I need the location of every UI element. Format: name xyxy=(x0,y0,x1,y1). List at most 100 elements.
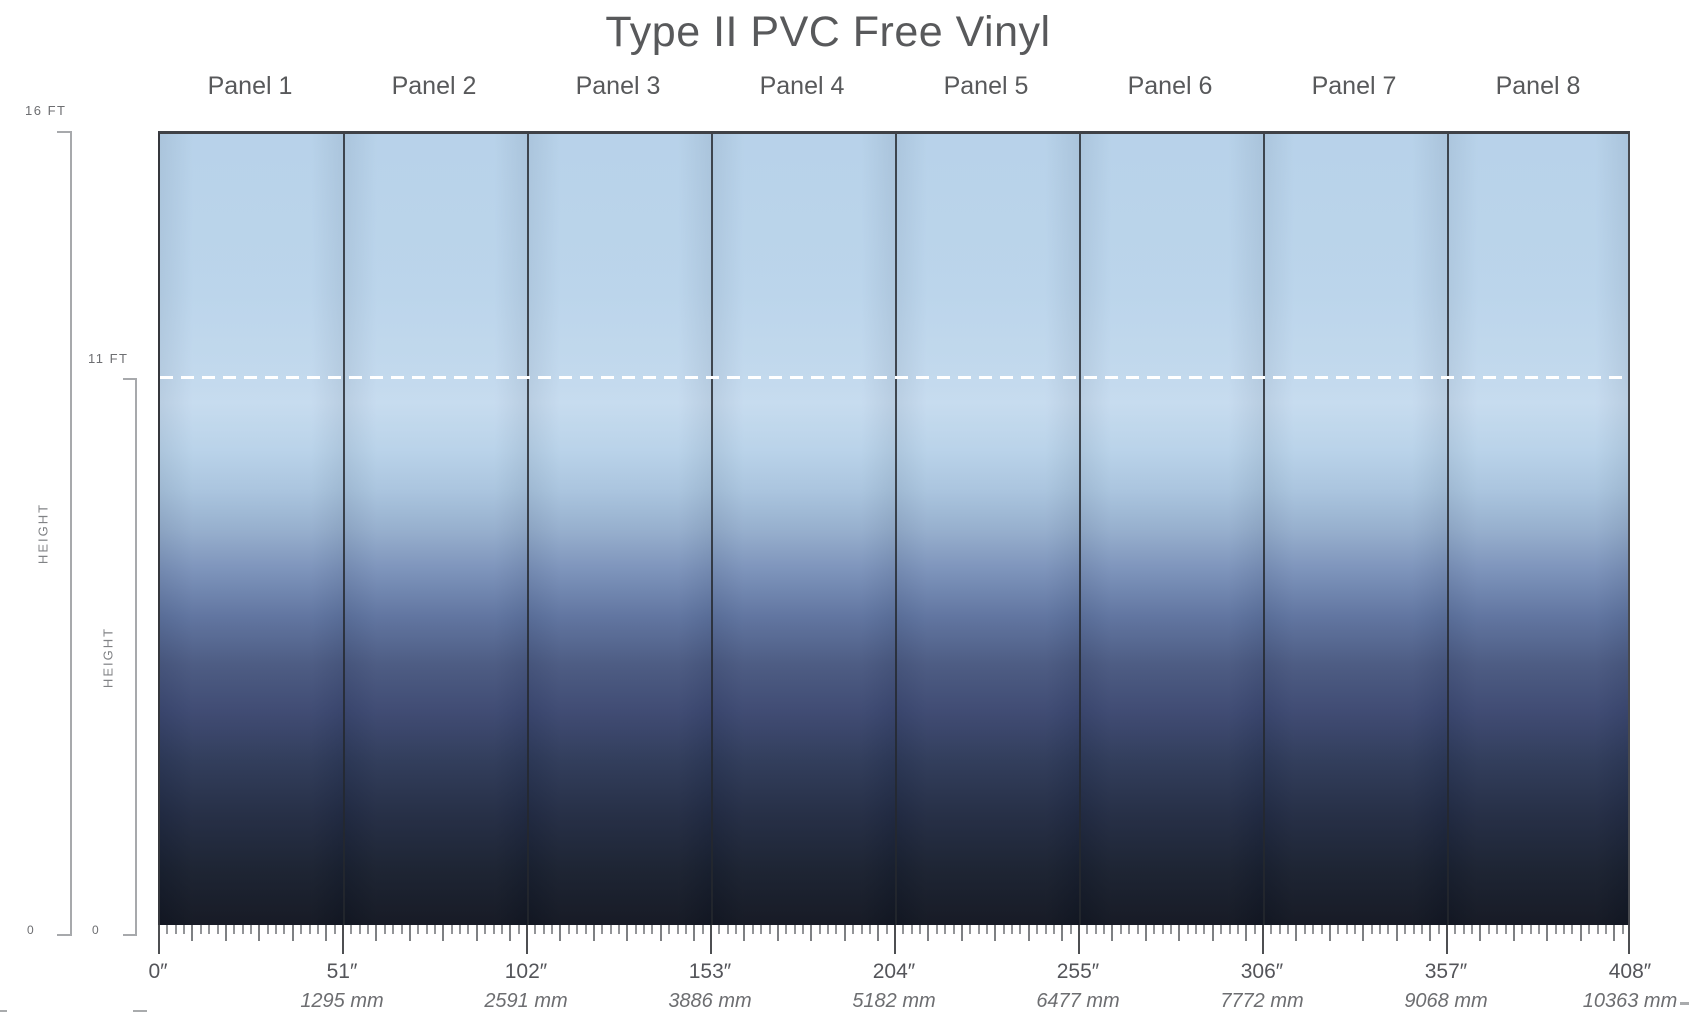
ruler-tick-minor xyxy=(676,925,679,934)
ruler-tick-minor xyxy=(199,925,202,934)
ruler-mm-label: 2591 mm xyxy=(484,990,568,1012)
ruler-tick-minor xyxy=(1236,925,1239,934)
ruler-tick-minor xyxy=(1228,925,1231,934)
ruler-tick-minor xyxy=(1270,925,1273,934)
ruler-tick-minor xyxy=(559,925,562,941)
scale-label-zero-outer: 0 xyxy=(27,923,34,937)
ruler-tick-minor xyxy=(383,925,386,934)
ruler-tick-minor xyxy=(1211,925,1214,941)
ruler-tick-minor xyxy=(944,925,947,934)
ruler-tick-minor xyxy=(325,925,328,941)
ruler-tick-minor xyxy=(500,925,503,934)
ruler-tick-major xyxy=(342,925,344,954)
ruler-tick-major xyxy=(1628,925,1630,954)
ruler-tick-minor xyxy=(308,925,311,934)
ruler-tick-minor xyxy=(952,925,955,934)
ruler-tick-minor xyxy=(1362,925,1365,941)
ruler-tick-minor xyxy=(618,925,620,934)
ruler-tick-minor xyxy=(408,925,411,941)
panel-seam xyxy=(1079,134,1081,925)
ruler-tick-minor xyxy=(467,925,470,934)
ruler-tick-minor xyxy=(785,925,788,934)
ruler-tick-minor xyxy=(1203,925,1206,934)
ruler-tick-minor xyxy=(1128,925,1131,934)
ruler-tick-minor xyxy=(1563,925,1566,934)
ruler-inch-label: 153″ xyxy=(688,960,732,983)
ruler-tick-minor xyxy=(534,925,537,934)
ruler-tick-minor xyxy=(1496,925,1499,934)
ruler-tick-minor xyxy=(651,925,654,934)
ruler-tick-minor xyxy=(684,925,687,934)
mural-shade-cell xyxy=(1077,134,1261,925)
ruler-tick-minor xyxy=(986,925,988,934)
ruler-tick-minor xyxy=(1303,925,1306,934)
panel-label: Panel 1 xyxy=(207,72,293,100)
ruler-tick-minor xyxy=(551,925,554,934)
ruler-tick-minor xyxy=(743,925,746,941)
ruler-tick-minor xyxy=(1538,925,1540,934)
ruler-tick-minor xyxy=(509,925,512,941)
ruler-tick-minor xyxy=(183,925,186,934)
ruler-tick-minor xyxy=(1379,925,1382,934)
panel-label: Panel 8 xyxy=(1495,72,1581,100)
panel-label: Panel 2 xyxy=(391,72,477,100)
ruler-tick-minor xyxy=(392,925,395,934)
ruler-tick-minor xyxy=(760,925,763,934)
ruler-tick-minor xyxy=(1044,925,1047,934)
ruler-tick-minor xyxy=(1621,925,1624,934)
ruler-tick-minor xyxy=(910,925,913,934)
ruler-tick-minor xyxy=(400,925,403,934)
panel-label: Panel 6 xyxy=(1127,72,1213,100)
ruler-tick-minor xyxy=(1019,925,1022,934)
panel-shading-row xyxy=(160,134,1628,925)
ruler-tick-minor xyxy=(1220,925,1223,934)
ruler-tick-minor xyxy=(333,925,336,934)
ruler-tick-minor xyxy=(1395,925,1398,941)
ruler-tick-minor xyxy=(626,925,629,941)
ruler-tick-minor xyxy=(1387,925,1390,934)
ruler-tick-minor xyxy=(1195,925,1198,934)
ruler-tick-major xyxy=(158,925,160,954)
ruler-tick-minor xyxy=(1153,925,1156,934)
ruler-tick-minor xyxy=(375,925,378,941)
ruler-tick-minor xyxy=(358,925,361,934)
ruler-tick-minor xyxy=(1521,925,1524,934)
ruler-tick-minor xyxy=(1546,925,1549,941)
ruler-tick-minor xyxy=(1186,925,1189,934)
ruler-tick-minor xyxy=(492,925,495,934)
ruler-tick-minor xyxy=(1312,925,1315,934)
ruler-tick-minor xyxy=(316,925,319,934)
ruler-tick-minor xyxy=(434,925,436,934)
ruler-tick-minor xyxy=(1320,925,1323,934)
ruler-tick-minor xyxy=(860,925,863,934)
ruler-tick-minor xyxy=(1354,925,1356,934)
mural-shade-cell xyxy=(710,134,894,925)
ruler-tick-minor xyxy=(367,925,370,934)
ruler-tick-minor xyxy=(475,925,478,941)
ruler-tick-major xyxy=(526,925,528,954)
ruler-tick-minor xyxy=(735,925,738,934)
ruler-tick-minor xyxy=(701,925,704,934)
ruler-tick-major xyxy=(1262,925,1264,954)
ruler-tick-minor xyxy=(1529,925,1532,934)
ruler-tick-minor xyxy=(1245,925,1248,941)
ruler-tick-minor xyxy=(1328,925,1331,941)
ruler-tick-minor xyxy=(718,925,721,934)
panel-header-row: Panel 1 Panel 2 Panel 3 Panel 4 Panel 5 Panel… xyxy=(158,72,1630,101)
page-title: Type II PVC Free Vinyl xyxy=(605,8,1051,56)
ruler-tick-minor xyxy=(1370,925,1373,934)
ruler-tick-minor xyxy=(484,925,487,934)
ruler-tick-minor xyxy=(1454,925,1457,934)
ruler-tick-minor xyxy=(1512,925,1515,941)
ruler-tick-minor xyxy=(241,925,244,934)
ruler-tick-minor xyxy=(191,925,194,941)
ruler-inch-label: 102″ xyxy=(504,960,548,983)
ruler-mm-label: 3886 mm xyxy=(668,990,752,1012)
ruler-tick-minor xyxy=(1253,925,1256,934)
ruler-tick-minor xyxy=(768,925,771,934)
ruler-tick-minor xyxy=(1337,925,1340,934)
ruler-tick-minor xyxy=(1345,925,1348,934)
ruler-tick-minor xyxy=(1061,925,1064,941)
mural-shade-cell xyxy=(1444,134,1628,925)
ruler-tick-minor xyxy=(459,925,462,934)
